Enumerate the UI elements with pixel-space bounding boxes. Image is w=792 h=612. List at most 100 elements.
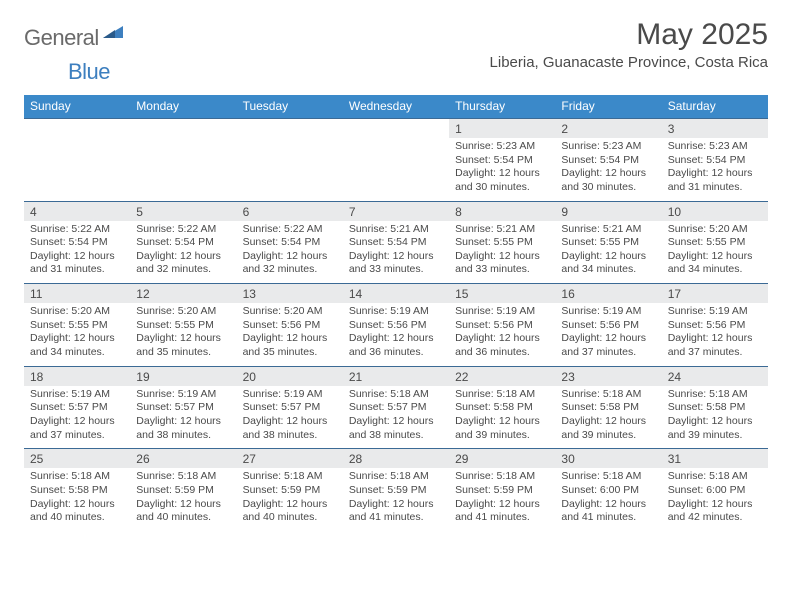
daylight-text: Daylight: 12 hours and 39 minutes. (455, 415, 549, 442)
day-detail-cell: Sunrise: 5:18 AMSunset: 5:58 PMDaylight:… (449, 386, 555, 449)
sunset-text: Sunset: 5:55 PM (668, 236, 762, 250)
day-number-cell: 10 (662, 201, 768, 221)
day-detail-cell: Sunrise: 5:20 AMSunset: 5:55 PMDaylight:… (130, 303, 236, 366)
sunrise-text: Sunrise: 5:19 AM (561, 305, 655, 319)
day-number-cell: 4 (24, 201, 130, 221)
day-detail-cell (24, 138, 130, 201)
daylight-text: Daylight: 12 hours and 33 minutes. (349, 250, 443, 277)
location-text: Liberia, Guanacaste Province, Costa Rica (490, 54, 768, 71)
day-number-cell: 16 (555, 284, 661, 304)
day-detail-cell: Sunrise: 5:19 AMSunset: 5:56 PMDaylight:… (449, 303, 555, 366)
sunset-text: Sunset: 6:00 PM (561, 484, 655, 498)
daylight-text: Daylight: 12 hours and 40 minutes. (243, 498, 337, 525)
day-detail-cell: Sunrise: 5:21 AMSunset: 5:55 PMDaylight:… (555, 221, 661, 284)
daylight-text: Daylight: 12 hours and 34 minutes. (30, 332, 124, 359)
sunrise-text: Sunrise: 5:18 AM (668, 470, 762, 484)
day-detail-cell: Sunrise: 5:20 AMSunset: 5:55 PMDaylight:… (662, 221, 768, 284)
detail-row: Sunrise: 5:19 AMSunset: 5:57 PMDaylight:… (24, 386, 768, 449)
day-number-cell: 7 (343, 201, 449, 221)
day-number-cell: 18 (24, 366, 130, 386)
daynum-row: 45678910 (24, 201, 768, 221)
daylight-text: Daylight: 12 hours and 34 minutes. (561, 250, 655, 277)
daynum-row: 123 (24, 119, 768, 139)
daylight-text: Daylight: 12 hours and 42 minutes. (668, 498, 762, 525)
sunset-text: Sunset: 5:57 PM (30, 401, 124, 415)
day-detail-cell: Sunrise: 5:20 AMSunset: 5:56 PMDaylight:… (237, 303, 343, 366)
day-detail-cell: Sunrise: 5:18 AMSunset: 5:58 PMDaylight:… (24, 468, 130, 531)
detail-row: Sunrise: 5:20 AMSunset: 5:55 PMDaylight:… (24, 303, 768, 366)
daylight-text: Daylight: 12 hours and 39 minutes. (668, 415, 762, 442)
day-header-mon: Monday (130, 95, 236, 119)
sunrise-text: Sunrise: 5:21 AM (561, 223, 655, 237)
sunset-text: Sunset: 5:57 PM (349, 401, 443, 415)
calendar-table: Sunday Monday Tuesday Wednesday Thursday… (24, 95, 768, 531)
day-number-cell: 23 (555, 366, 661, 386)
sunset-text: Sunset: 5:56 PM (561, 319, 655, 333)
day-detail-cell: Sunrise: 5:22 AMSunset: 5:54 PMDaylight:… (237, 221, 343, 284)
sunset-text: Sunset: 5:56 PM (668, 319, 762, 333)
day-number-cell: 21 (343, 366, 449, 386)
day-detail-cell: Sunrise: 5:19 AMSunset: 5:56 PMDaylight:… (555, 303, 661, 366)
sunrise-text: Sunrise: 5:18 AM (349, 388, 443, 402)
day-number-cell: 29 (449, 449, 555, 469)
sunset-text: Sunset: 5:55 PM (455, 236, 549, 250)
daylight-text: Daylight: 12 hours and 38 minutes. (349, 415, 443, 442)
daylight-text: Daylight: 12 hours and 36 minutes. (455, 332, 549, 359)
title-block: May 2025 Liberia, Guanacaste Province, C… (490, 18, 768, 77)
day-detail-cell (343, 138, 449, 201)
day-number-cell: 17 (662, 284, 768, 304)
day-header-wed: Wednesday (343, 95, 449, 119)
calendar-body: 123Sunrise: 5:23 AMSunset: 5:54 PMDaylig… (24, 119, 768, 531)
daylight-text: Daylight: 12 hours and 41 minutes. (349, 498, 443, 525)
daylight-text: Daylight: 12 hours and 41 minutes. (455, 498, 549, 525)
day-detail-cell: Sunrise: 5:19 AMSunset: 5:57 PMDaylight:… (237, 386, 343, 449)
daylight-text: Daylight: 12 hours and 38 minutes. (136, 415, 230, 442)
day-number-cell (237, 119, 343, 139)
day-number-cell: 12 (130, 284, 236, 304)
day-detail-cell: Sunrise: 5:22 AMSunset: 5:54 PMDaylight:… (130, 221, 236, 284)
daylight-text: Daylight: 12 hours and 37 minutes. (668, 332, 762, 359)
day-detail-cell (130, 138, 236, 201)
sunrise-text: Sunrise: 5:19 AM (455, 305, 549, 319)
day-detail-cell: Sunrise: 5:18 AMSunset: 6:00 PMDaylight:… (555, 468, 661, 531)
day-header-row: Sunday Monday Tuesday Wednesday Thursday… (24, 95, 768, 119)
sunset-text: Sunset: 5:56 PM (349, 319, 443, 333)
daylight-text: Daylight: 12 hours and 31 minutes. (668, 167, 762, 194)
day-number-cell: 5 (130, 201, 236, 221)
day-detail-cell: Sunrise: 5:19 AMSunset: 5:56 PMDaylight:… (343, 303, 449, 366)
sunset-text: Sunset: 5:59 PM (243, 484, 337, 498)
day-number-cell: 11 (24, 284, 130, 304)
day-number-cell: 8 (449, 201, 555, 221)
day-number-cell: 9 (555, 201, 661, 221)
day-number-cell: 27 (237, 449, 343, 469)
sunset-text: Sunset: 5:59 PM (349, 484, 443, 498)
sunset-text: Sunset: 5:54 PM (349, 236, 443, 250)
daylight-text: Daylight: 12 hours and 40 minutes. (30, 498, 124, 525)
daylight-text: Daylight: 12 hours and 35 minutes. (136, 332, 230, 359)
day-detail-cell: Sunrise: 5:18 AMSunset: 5:59 PMDaylight:… (449, 468, 555, 531)
sunset-text: Sunset: 6:00 PM (668, 484, 762, 498)
day-detail-cell: Sunrise: 5:18 AMSunset: 5:58 PMDaylight:… (555, 386, 661, 449)
day-number-cell: 19 (130, 366, 236, 386)
day-number-cell: 1 (449, 119, 555, 139)
day-detail-cell: Sunrise: 5:18 AMSunset: 5:59 PMDaylight:… (343, 468, 449, 531)
day-number-cell: 13 (237, 284, 343, 304)
day-number-cell: 25 (24, 449, 130, 469)
sunrise-text: Sunrise: 5:18 AM (455, 470, 549, 484)
sunrise-text: Sunrise: 5:23 AM (455, 140, 549, 154)
day-detail-cell: Sunrise: 5:19 AMSunset: 5:57 PMDaylight:… (130, 386, 236, 449)
sunrise-text: Sunrise: 5:22 AM (243, 223, 337, 237)
day-number-cell (343, 119, 449, 139)
day-number-cell (130, 119, 236, 139)
daylight-text: Daylight: 12 hours and 31 minutes. (30, 250, 124, 277)
calendar-page: General May 2025 Liberia, Guanacaste Pro… (0, 0, 792, 531)
sunrise-text: Sunrise: 5:20 AM (30, 305, 124, 319)
logo-triangle-icon (103, 24, 123, 43)
sunset-text: Sunset: 5:59 PM (455, 484, 549, 498)
logo-text-blue: Blue (68, 59, 110, 84)
day-detail-cell: Sunrise: 5:19 AMSunset: 5:56 PMDaylight:… (662, 303, 768, 366)
day-detail-cell: Sunrise: 5:21 AMSunset: 5:54 PMDaylight:… (343, 221, 449, 284)
day-detail-cell (237, 138, 343, 201)
daylight-text: Daylight: 12 hours and 36 minutes. (349, 332, 443, 359)
sunrise-text: Sunrise: 5:18 AM (136, 470, 230, 484)
